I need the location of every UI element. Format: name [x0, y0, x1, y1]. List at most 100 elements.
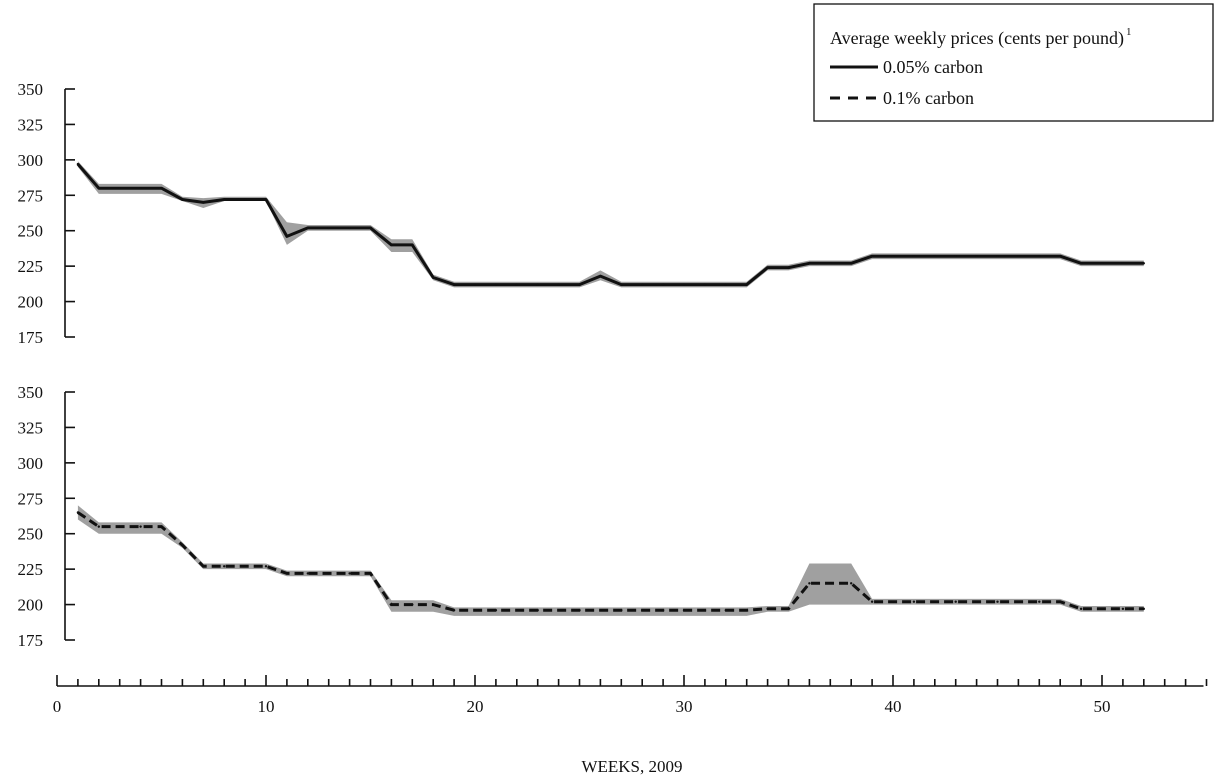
data-point [766, 607, 769, 611]
data-point [808, 582, 811, 585]
data-point [494, 609, 498, 612]
data-point [829, 582, 832, 585]
data-point [954, 255, 957, 258]
data-point [557, 609, 560, 612]
data-point [202, 201, 205, 204]
data-point [1059, 600, 1062, 603]
data-point [808, 262, 811, 265]
data-point [515, 609, 518, 612]
y-tick-label: 175 [18, 631, 44, 650]
x-tick-label: 50 [1094, 697, 1111, 716]
data-point [181, 543, 184, 547]
data-point [348, 226, 351, 230]
data-point [285, 572, 289, 575]
data-point [202, 565, 205, 568]
legend-entry-0.05-carbon: 0.05% carbon [883, 57, 983, 77]
y-tick-label: 250 [18, 525, 44, 544]
data-point [139, 525, 142, 528]
data-point [1017, 255, 1020, 258]
data-point [76, 511, 80, 514]
y-tick-label: 325 [18, 115, 44, 134]
data-point [745, 609, 748, 612]
data-point [1038, 255, 1041, 258]
data-point [787, 266, 790, 269]
bottom-panel-0.1-carbon: 175 200 225 250 275 300 325 350 [18, 383, 1146, 650]
data-point [578, 609, 581, 612]
y-tick-label: 350 [18, 80, 44, 99]
data-point [933, 255, 936, 258]
data-point [1079, 607, 1083, 611]
data-point [1079, 262, 1083, 265]
data-point [1017, 600, 1020, 603]
data-point [599, 274, 602, 278]
legend-title: Average weekly prices (cents per pound) [830, 28, 1124, 49]
data-point [975, 255, 978, 258]
data-point [536, 609, 539, 612]
data-point [223, 198, 226, 201]
y-tick-label: 325 [18, 418, 44, 437]
legend-box [813, 3, 1214, 122]
data-point [390, 243, 393, 247]
y-tick-label: 350 [18, 383, 44, 402]
data-point [891, 600, 895, 603]
y-tick-label: 275 [18, 489, 44, 508]
data-point [306, 226, 309, 230]
data-point [661, 283, 665, 286]
data-point [264, 565, 268, 568]
series-line [77, 511, 1144, 612]
data-point [620, 609, 623, 612]
data-point [912, 255, 916, 258]
data-point [933, 600, 936, 603]
data-point [850, 262, 853, 265]
y-tick-label: 225 [18, 560, 44, 579]
data-point [76, 162, 80, 166]
data-point [1142, 607, 1146, 611]
data-point [432, 276, 435, 279]
data-point [118, 187, 121, 190]
data-point [223, 565, 226, 568]
data-point [850, 582, 853, 585]
y-tick-label: 250 [18, 222, 44, 241]
data-point [870, 255, 874, 258]
data-point [682, 609, 686, 612]
price-range-band [77, 161, 1144, 288]
data-point [243, 198, 247, 201]
data-point [787, 607, 790, 611]
y-tick-label: 200 [18, 596, 44, 615]
x-axis: 0 10 20 30 40 50 [53, 675, 1208, 716]
data-point [390, 603, 393, 606]
data-point [348, 572, 351, 575]
data-point [473, 609, 477, 612]
top-panel-0.05-carbon: 175 200 225 250 275 300 325 350 [18, 80, 1146, 347]
data-point [118, 525, 121, 528]
data-point [620, 283, 623, 286]
data-point [996, 600, 999, 603]
data-point [724, 283, 727, 286]
data-point [327, 226, 330, 230]
legend-entry-0.1-carbon: 0.1% carbon [883, 88, 974, 108]
x-axis-label: WEEKS, 2009 [581, 757, 682, 776]
data-point [306, 572, 309, 575]
data-point [369, 572, 372, 575]
price-range-band [77, 505, 1144, 616]
x-tick-label: 0 [53, 697, 62, 716]
data-point [536, 283, 539, 286]
data-point [557, 283, 560, 286]
data-point [1121, 607, 1125, 611]
data-point [97, 187, 101, 190]
data-point [599, 609, 602, 612]
data-point [578, 283, 581, 286]
data-point [891, 255, 895, 258]
data-point [996, 255, 999, 258]
data-point [1121, 262, 1125, 265]
data-point [703, 283, 707, 286]
data-point [682, 283, 686, 286]
data-point [766, 266, 769, 269]
data-point [1100, 607, 1104, 611]
x-tick-label: 10 [258, 697, 275, 716]
y-tick-label: 175 [18, 328, 44, 347]
data-point [724, 609, 727, 612]
x-tick-label: 30 [676, 697, 693, 716]
data-point [703, 609, 707, 612]
x-tick-label: 20 [467, 697, 484, 716]
